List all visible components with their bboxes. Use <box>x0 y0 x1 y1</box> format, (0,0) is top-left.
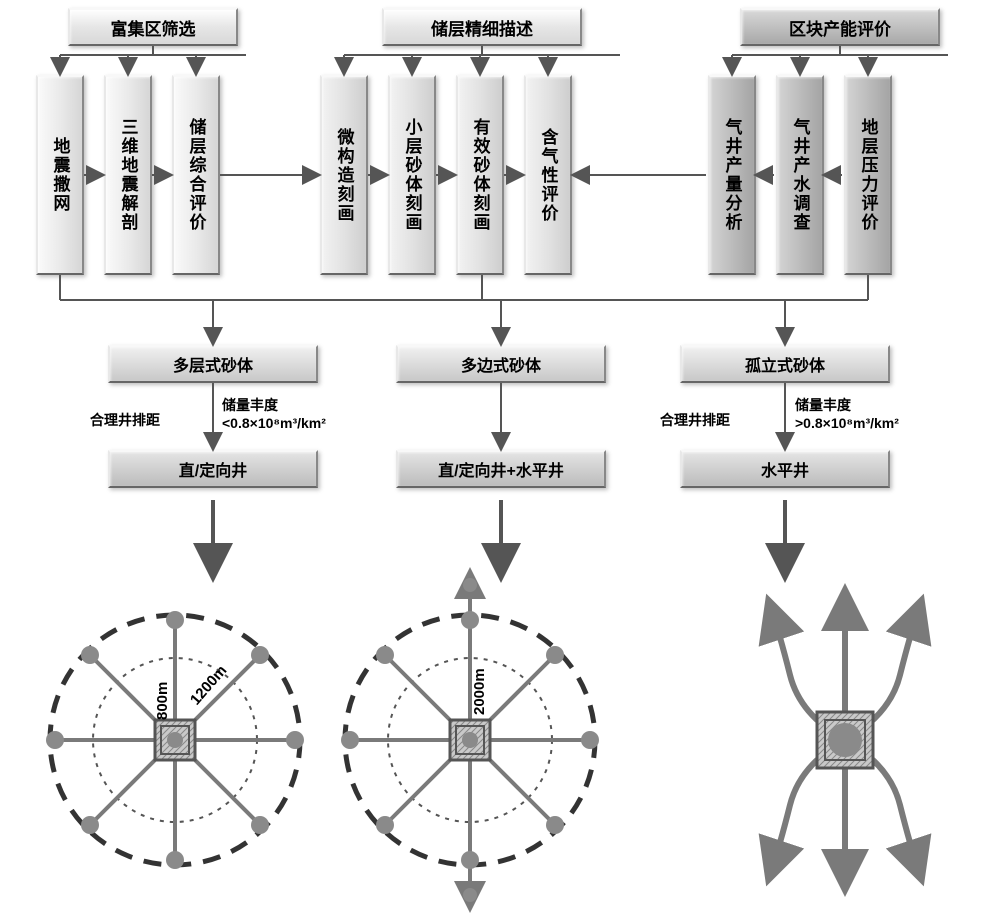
col-3: 储层综合评价 <box>172 75 220 275</box>
top-header-c: 区块产能评价 <box>740 8 940 46</box>
annot-n2b-line1: 储量丰度 <box>795 397 851 413</box>
top-header-b: 储层精细描述 <box>382 8 582 46</box>
radius-outer-label: 1200m <box>187 662 230 708</box>
col-2: 三维地震解剖 <box>104 75 152 275</box>
annot-n2b: 储量丰度 >0.8×10⁸m³/km² <box>795 395 899 431</box>
col-6: 有效砂体刻画 <box>456 75 504 275</box>
radius-inner-label: 800m <box>154 682 171 720</box>
col-5: 小层砂体刻画 <box>388 75 436 275</box>
annot-n1a: 合理井排距 <box>90 410 160 430</box>
mid-2: 多边式砂体 <box>396 345 606 383</box>
annot-n1b: 储量丰度 <0.8×10⁸m³/km² <box>222 395 326 431</box>
col-1: 地震撒网 <box>36 75 84 275</box>
mid-1: 多层式砂体 <box>108 345 318 383</box>
bot-3: 水平井 <box>680 450 890 488</box>
annot-n2b-line2: >0.8×10⁸m³/km² <box>795 415 899 431</box>
col-9: 气井产水调查 <box>776 75 824 275</box>
col-10: 地层压力评价 <box>844 75 892 275</box>
radius-h-label: 2000m <box>471 668 488 715</box>
annot-n2a: 合理井排距 <box>660 410 730 430</box>
col-8: 气井产量分析 <box>708 75 756 275</box>
top-header-a: 富集区筛选 <box>68 8 238 46</box>
bot-1: 直/定向井 <box>108 450 318 488</box>
col-7: 含气性评价 <box>524 75 572 275</box>
bot-2: 直/定向井+水平井 <box>396 450 606 488</box>
mid-3: 孤立式砂体 <box>680 345 890 383</box>
annot-n1b-line1: 储量丰度 <box>222 397 278 413</box>
annot-n1b-line2: <0.8×10⁸m³/km² <box>222 415 326 431</box>
col-4: 微构造刻画 <box>320 75 368 275</box>
